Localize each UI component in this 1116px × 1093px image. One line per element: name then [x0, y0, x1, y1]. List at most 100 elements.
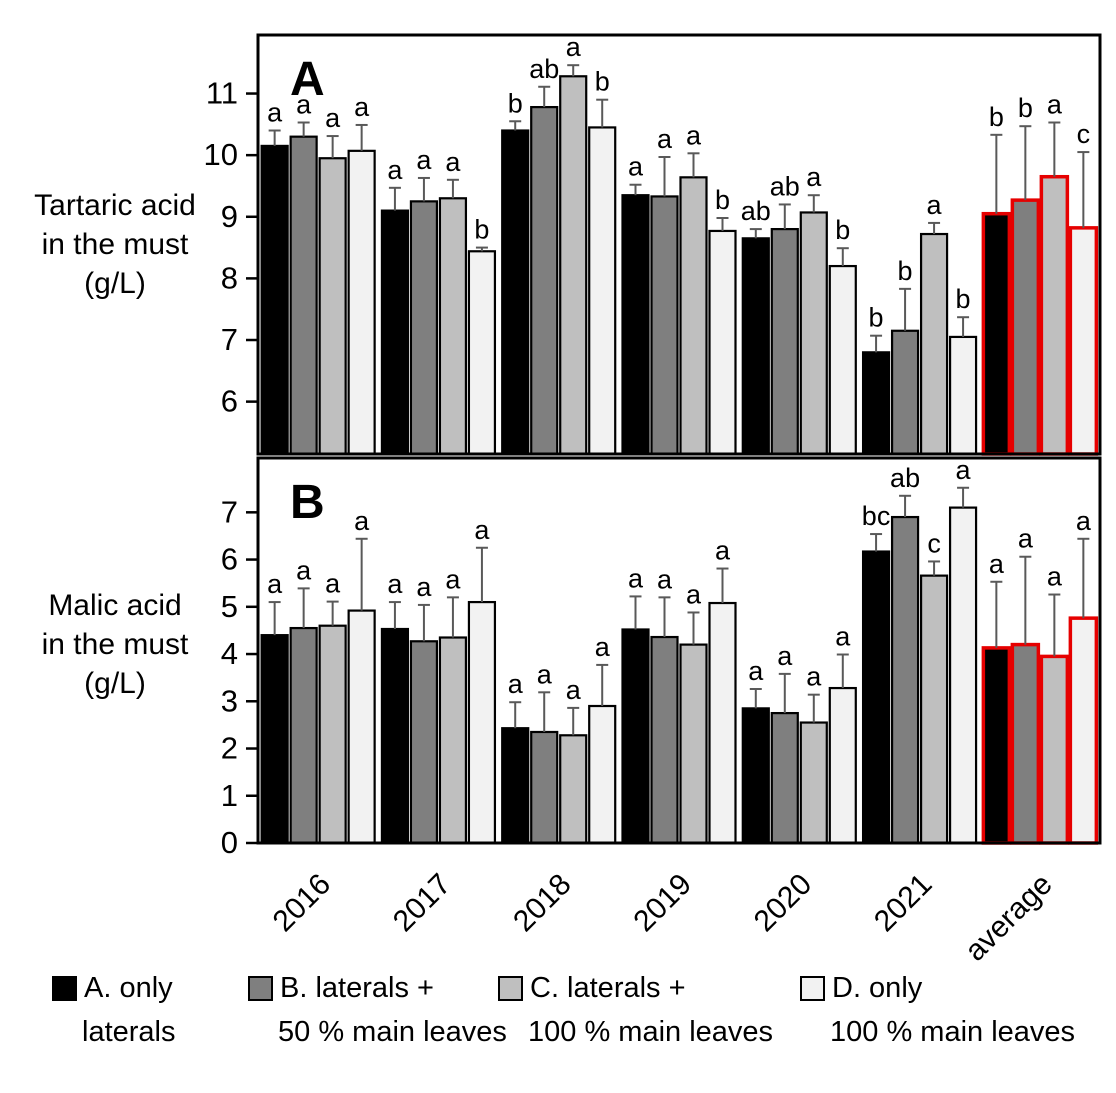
bar	[890, 329, 920, 456]
y-axis-title-line: in the must	[41, 228, 189, 261]
bar	[559, 734, 588, 845]
bar	[559, 75, 588, 456]
bar	[708, 229, 737, 456]
x-category-label: 2016	[267, 868, 338, 939]
sig-letter: a	[835, 622, 851, 652]
y-tick-label: 5	[221, 589, 238, 624]
sig-letter: a	[956, 455, 972, 485]
bar	[289, 626, 318, 845]
sig-letter: a	[806, 662, 822, 692]
bar-average	[1068, 616, 1099, 845]
legend-item-b: B. laterals + 50 % main leaves	[248, 966, 507, 1054]
legend-item-c: C. laterals + 100 % main leaves	[498, 966, 773, 1054]
bar	[828, 264, 857, 456]
y-tick-label: 1	[221, 778, 238, 813]
bar	[260, 144, 289, 456]
y-tick-label: 11	[206, 76, 238, 111]
sig-letter: a	[387, 155, 403, 185]
bar	[828, 686, 857, 845]
bar	[799, 721, 828, 845]
legend-item-d: D. only 100 % main leaves	[800, 966, 1075, 1054]
sig-letter: a	[1018, 524, 1034, 554]
sig-letter: a	[296, 555, 312, 585]
bar	[380, 209, 410, 456]
x-category-label: 2021	[868, 868, 939, 939]
bar	[318, 624, 347, 845]
bar	[770, 227, 799, 456]
sig-letter: b	[956, 284, 971, 314]
legend-label: D. only	[832, 972, 923, 1004]
legend-label: A. only	[84, 972, 173, 1004]
y-tick-label: 8	[221, 260, 238, 295]
bar	[741, 237, 770, 456]
bar	[621, 628, 650, 845]
bar	[260, 634, 289, 845]
y-tick-label: 4	[221, 636, 238, 671]
sig-letter: ab	[890, 463, 920, 493]
y-axis-title-line: Malic acid	[48, 589, 182, 622]
bar	[289, 135, 318, 456]
bar	[890, 515, 920, 845]
bar	[799, 211, 828, 456]
y-tick-label: 10	[204, 137, 238, 172]
bar-average	[1010, 198, 1041, 456]
y-tick-label: 6	[221, 384, 238, 419]
legend-swatch-lightgray	[498, 975, 523, 1001]
bar	[530, 105, 559, 456]
bar	[948, 335, 978, 456]
bar-average	[1010, 642, 1041, 845]
sig-letter: b	[989, 102, 1004, 132]
sig-letter: a	[325, 569, 341, 599]
bar	[861, 351, 891, 456]
sig-letter: a	[657, 124, 673, 154]
bar	[679, 176, 708, 456]
legend-item-a: A. only laterals	[52, 966, 176, 1054]
bar	[708, 601, 737, 845]
sig-letter: a	[267, 569, 283, 599]
sig-letter: a	[566, 675, 582, 705]
panel-box	[256, 456, 1102, 845]
bar	[501, 727, 530, 845]
sig-letter: a	[537, 659, 553, 689]
legend-label: B. laterals +	[280, 972, 434, 1004]
bar	[770, 711, 799, 845]
sig-letter: a	[595, 632, 611, 662]
y-axis-title-line: in the must	[41, 628, 189, 661]
sig-letter: ab	[770, 171, 800, 201]
sig-letter: a	[474, 515, 490, 545]
legend-label: 50 % main leaves	[278, 1016, 507, 1048]
x-category-label: average	[959, 868, 1059, 968]
x-category-label: 2018	[507, 868, 578, 939]
panel-box	[256, 33, 1102, 456]
sig-letter: a	[686, 120, 702, 150]
bar	[380, 627, 410, 845]
bar	[467, 600, 497, 845]
sig-letter: a	[445, 147, 461, 177]
y-axis-title-tartaric: Tartaric acid in the must (g/L)	[0, 186, 230, 303]
bar	[409, 200, 439, 456]
sig-letter: b	[508, 88, 523, 118]
bar	[347, 149, 376, 456]
sig-letter: a	[686, 579, 702, 609]
sig-letter: a	[748, 656, 764, 686]
y-tick-label: 9	[221, 199, 238, 234]
y-tick-label: 3	[221, 683, 238, 718]
bar	[467, 250, 497, 456]
bar-average	[1068, 226, 1099, 456]
sig-letter: a	[445, 564, 461, 594]
y-tick-label: 7	[221, 494, 238, 529]
sig-letter: b	[715, 185, 730, 215]
bar	[318, 157, 347, 456]
bar-average	[1039, 654, 1070, 845]
y-axis-title-line: (g/L)	[84, 667, 146, 700]
sig-letter: c	[927, 528, 941, 558]
sig-letter: a	[628, 152, 644, 182]
sig-letter: a	[806, 162, 822, 192]
y-axis-title-malic: Malic acid in the must (g/L)	[0, 586, 230, 703]
legend-swatch-darkgray	[248, 975, 273, 1001]
sig-letter: c	[1077, 119, 1091, 149]
sig-letter: bc	[862, 501, 891, 531]
sig-letter: a	[354, 92, 370, 122]
panel-label: B	[290, 476, 325, 529]
